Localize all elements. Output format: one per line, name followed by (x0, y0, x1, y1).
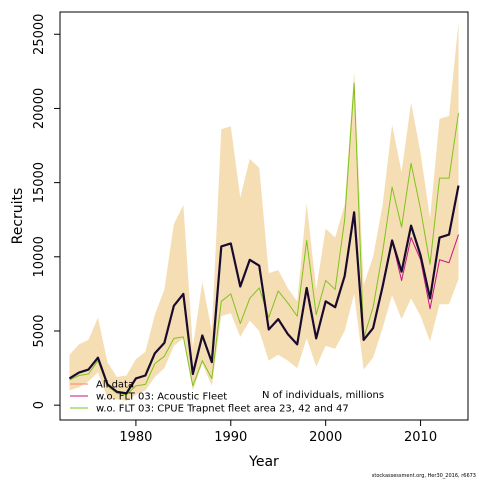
y-tick-label: 5000 (32, 314, 47, 347)
y-axis-title: Recruits (10, 188, 26, 245)
units-annotation: N of individuals, millions (262, 390, 384, 401)
series-line-3 (68, 185, 460, 395)
y-tick-label: 10000 (32, 236, 47, 277)
confidence-band (69, 22, 459, 401)
y-tick-label: 25000 (32, 14, 47, 55)
y-tick-label: 15000 (32, 162, 47, 203)
legend-entry: w.o. FLT 03: CPUE Trapnet fleet area 23,… (96, 404, 349, 415)
series-lines-layer (68, 82, 460, 396)
y-tick-label: 0 (32, 401, 47, 409)
x-tick-label: 2010 (404, 430, 437, 445)
x-axis: 1980 1990 2000 2010 (119, 419, 437, 445)
legend-entry: w.o. FLT 03: Acoustic Fleet (96, 392, 227, 403)
legend-entry: All data (96, 380, 134, 391)
source-footnote: stockassessment.org, Her30_2016, r6673 (372, 473, 476, 479)
x-tick-label: 1990 (214, 430, 247, 445)
confidence-band-layer (69, 22, 459, 401)
x-axis-title: Year (248, 454, 279, 470)
x-tick-label: 2000 (309, 430, 342, 445)
x-tick-label: 1980 (119, 430, 152, 445)
y-tick-label: 20000 (32, 88, 47, 129)
y-axis: 0 5000 10000 15000 20000 25000 (32, 14, 61, 409)
